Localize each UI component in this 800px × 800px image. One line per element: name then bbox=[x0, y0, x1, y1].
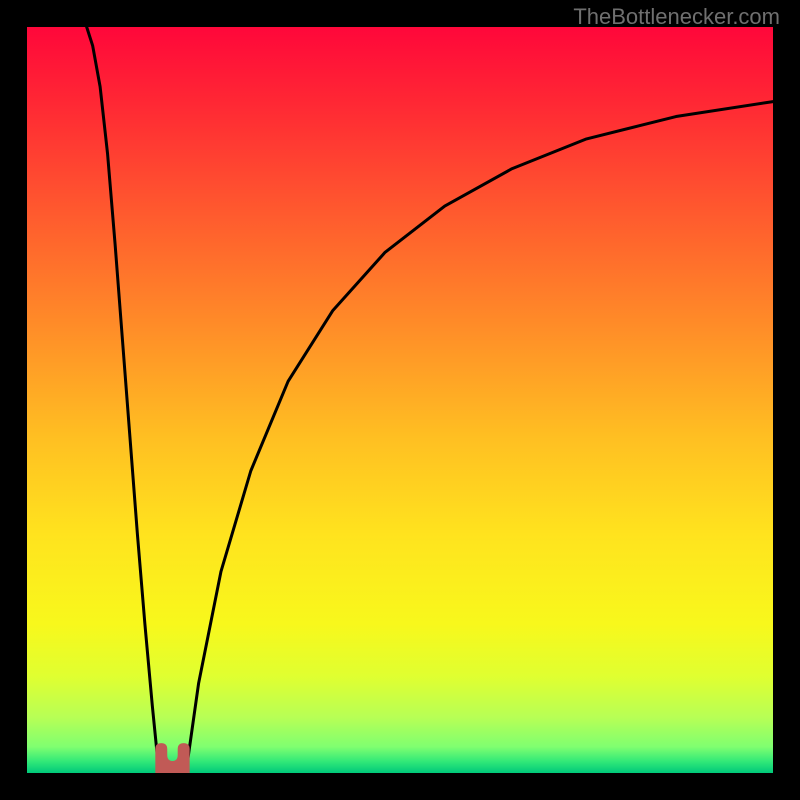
watermark-text: TheBottlenecker.com bbox=[573, 4, 780, 30]
chart-svg bbox=[0, 0, 800, 800]
plot-background bbox=[27, 27, 773, 773]
chart-container: TheBottlenecker.com bbox=[0, 0, 800, 800]
